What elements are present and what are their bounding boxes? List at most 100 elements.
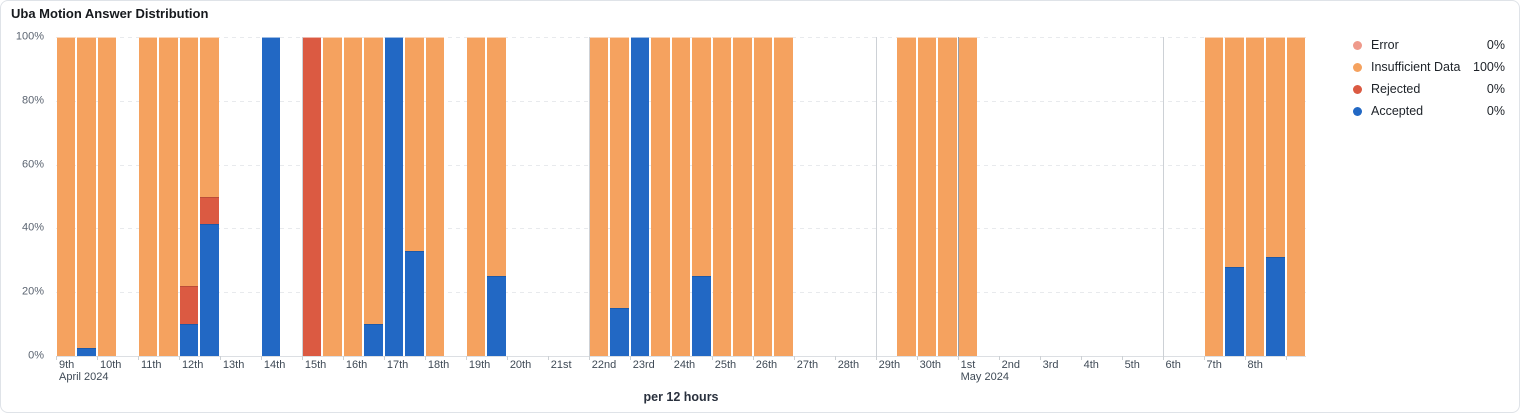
bar-8th-pm[interactable]	[1266, 37, 1285, 356]
x-tick-label: 14th	[263, 359, 286, 371]
bar-19th-am[interactable]	[466, 37, 486, 356]
bar-15th-am[interactable]	[302, 37, 322, 356]
y-tick-label: 0%	[28, 349, 44, 362]
segment-insufficient	[138, 37, 158, 356]
legend-value: 0%	[1486, 38, 1505, 52]
segment-rejected	[200, 196, 219, 224]
x-tick-label: 30th	[919, 359, 942, 371]
x-tick-mark	[752, 356, 754, 360]
segment-accepted	[487, 276, 506, 356]
bar-19th-pm[interactable]	[487, 37, 506, 356]
segment-insufficient	[487, 37, 506, 277]
segment-insufficient	[938, 37, 957, 356]
bar-30th-am[interactable]	[917, 37, 937, 356]
x-tick-label: 17th	[386, 359, 409, 371]
x-tick-mark	[793, 356, 795, 360]
bar-7th-pm[interactable]	[1225, 37, 1244, 356]
segment-accepted	[405, 250, 424, 356]
plot-area	[56, 37, 1306, 357]
bar-18th-am[interactable]	[425, 37, 445, 356]
bar-24th-pm[interactable]	[692, 37, 711, 356]
segment-insufficient	[200, 37, 219, 197]
bar-23rd-am[interactable]	[630, 37, 650, 356]
panel-title: Uba Motion Answer Distribution	[11, 6, 209, 21]
x-tick-label: 25th	[714, 359, 737, 371]
rejected-legend-dot-icon	[1353, 84, 1362, 94]
bar-10th-am[interactable]	[97, 37, 117, 356]
x-tick-label: 7th	[1206, 359, 1222, 371]
x-tick-label: 23rd	[632, 359, 655, 371]
bar-26th-pm[interactable]	[774, 37, 793, 356]
x-tick-label: 19th	[468, 359, 491, 371]
segment-accepted	[1266, 257, 1285, 356]
bar-22nd-am[interactable]	[589, 37, 609, 356]
bar-11th-am[interactable]	[138, 37, 158, 356]
x-tick-mark	[342, 356, 344, 360]
insufficient-legend-dot-icon	[1353, 62, 1362, 72]
segment-insufficient	[1225, 37, 1244, 267]
month-label: April 2024	[59, 371, 109, 383]
bar-23rd-pm[interactable]	[651, 37, 670, 356]
x-tick-mark	[1080, 356, 1082, 360]
bar-9thMay-am[interactable]	[1286, 37, 1305, 356]
bar-9th-pm[interactable]	[77, 37, 96, 356]
y-tick-label: 60%	[21, 158, 44, 171]
week-gridline	[301, 37, 303, 356]
segment-accepted	[610, 308, 629, 356]
bar-25th-pm[interactable]	[733, 37, 752, 356]
segment-accepted	[200, 223, 219, 356]
bar-25th-am[interactable]	[712, 37, 732, 356]
bar-24th-am[interactable]	[671, 37, 691, 356]
bar-26th-am[interactable]	[753, 37, 773, 356]
x-tick-label: 28th	[837, 359, 860, 371]
segment-accepted	[1225, 266, 1244, 356]
bar-17th-pm[interactable]	[405, 37, 424, 356]
x-tick-label: 29th	[878, 359, 901, 371]
legend-item-error[interactable]: Error 0%	[1353, 34, 1505, 56]
bar-1st-am[interactable]	[958, 37, 978, 356]
segment-insufficient	[733, 37, 752, 356]
x-tick-mark	[1285, 356, 1287, 360]
x-tick-label: 21st	[550, 359, 572, 371]
segment-insufficient	[159, 37, 178, 356]
bar-30th-pm[interactable]	[938, 37, 957, 356]
x-tick-mark	[96, 356, 98, 360]
segment-insufficient	[466, 37, 486, 356]
month-gridline	[957, 37, 959, 356]
bar-12th-am[interactable]	[179, 37, 199, 356]
x-tick-label: 27th	[796, 359, 819, 371]
x-tick-mark	[670, 356, 672, 360]
bar-17th-am[interactable]	[384, 37, 404, 356]
bar-11th-pm[interactable]	[159, 37, 178, 356]
bar-16th-pm[interactable]	[364, 37, 383, 356]
x-tick-mark	[424, 356, 426, 360]
bar-16th-am[interactable]	[343, 37, 363, 356]
segment-accepted	[630, 37, 650, 356]
bar-14th-am[interactable]	[261, 37, 281, 356]
y-tick-label: 80%	[21, 94, 44, 107]
legend-item-rejected[interactable]: Rejected 0%	[1353, 78, 1505, 100]
bar-7th-am[interactable]	[1204, 37, 1224, 356]
bar-12th-pm[interactable]	[200, 37, 219, 356]
bar-22nd-pm[interactable]	[610, 37, 629, 356]
segment-insufficient	[589, 37, 609, 356]
week-gridline	[1162, 37, 1164, 356]
x-tick-mark	[465, 356, 467, 360]
legend-label: Insufficient Data	[1371, 60, 1461, 74]
x-tick-label: 22nd	[591, 359, 617, 371]
legend-value: 0%	[1486, 104, 1505, 118]
bar-15th-pm[interactable]	[323, 37, 342, 356]
bar-8th-am[interactable]	[1245, 37, 1264, 356]
week-gridline	[588, 37, 590, 356]
bar-9th-am[interactable]	[57, 37, 76, 356]
segment-insufficient	[774, 37, 793, 356]
x-tick-mark	[998, 356, 1000, 360]
segment-insufficient	[753, 37, 773, 356]
legend-item-insufficient[interactable]: Insufficient Data 100%	[1353, 56, 1505, 78]
legend-value: 100%	[1473, 60, 1505, 74]
legend-item-accepted[interactable]: Accepted 0%	[1353, 100, 1505, 122]
x-tick-mark	[834, 356, 836, 360]
segment-insufficient	[917, 37, 937, 356]
bar-29th-pm[interactable]	[897, 37, 916, 356]
